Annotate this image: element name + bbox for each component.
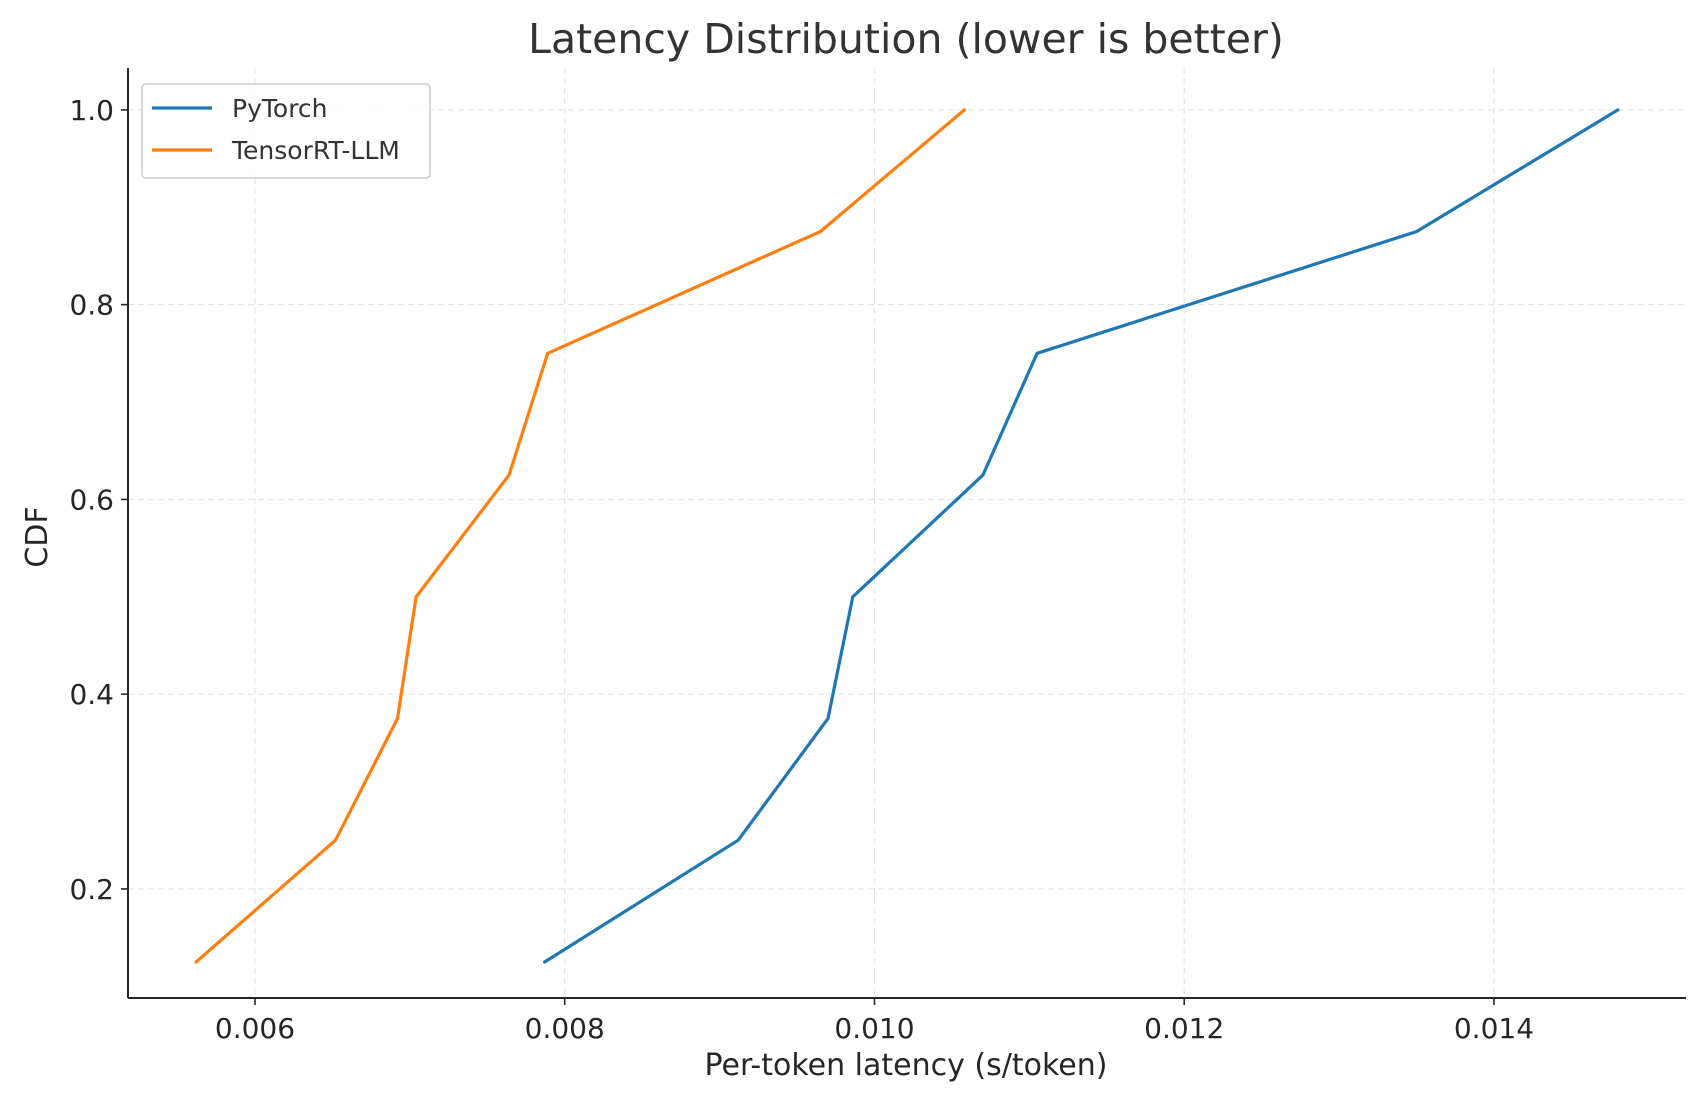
x-tick-label: 0.014 <box>1454 1012 1534 1045</box>
x-tick-label: 0.010 <box>834 1012 914 1045</box>
series-lines <box>194 108 1620 964</box>
y-tick-label: 0.4 <box>69 678 114 711</box>
x-tick-label: 0.012 <box>1144 1012 1224 1045</box>
grid <box>128 68 1686 998</box>
legend: PyTorch TensorRT-LLM <box>141 83 431 179</box>
tick-labels: 0.006 0.008 0.010 0.012 0.014 0.2 0.4 0.6 0.8 1.0 <box>69 94 1534 1045</box>
y-axis-title: CDF <box>20 506 55 567</box>
legend-label-tensorrt-llm: TensorRT-LLM <box>231 136 400 165</box>
legend-box <box>141 83 431 179</box>
axes <box>121 68 1686 1005</box>
legend-label-pytorch: PyTorch <box>232 94 328 123</box>
y-tick-label: 0.8 <box>69 289 114 322</box>
x-axis-title: Per-token latency (s/token) <box>705 1048 1108 1083</box>
series-line-tensorrt-llm <box>194 108 966 964</box>
chart-title: Latency Distribution (lower is better) <box>528 15 1284 63</box>
y-tick-label: 0.2 <box>69 873 114 906</box>
x-tick-label: 0.006 <box>215 1012 295 1045</box>
y-tick-label: 1.0 <box>69 94 114 127</box>
y-tick-label: 0.6 <box>69 483 114 516</box>
series-line-pytorch <box>542 108 1620 964</box>
x-tick-label: 0.008 <box>525 1012 605 1045</box>
